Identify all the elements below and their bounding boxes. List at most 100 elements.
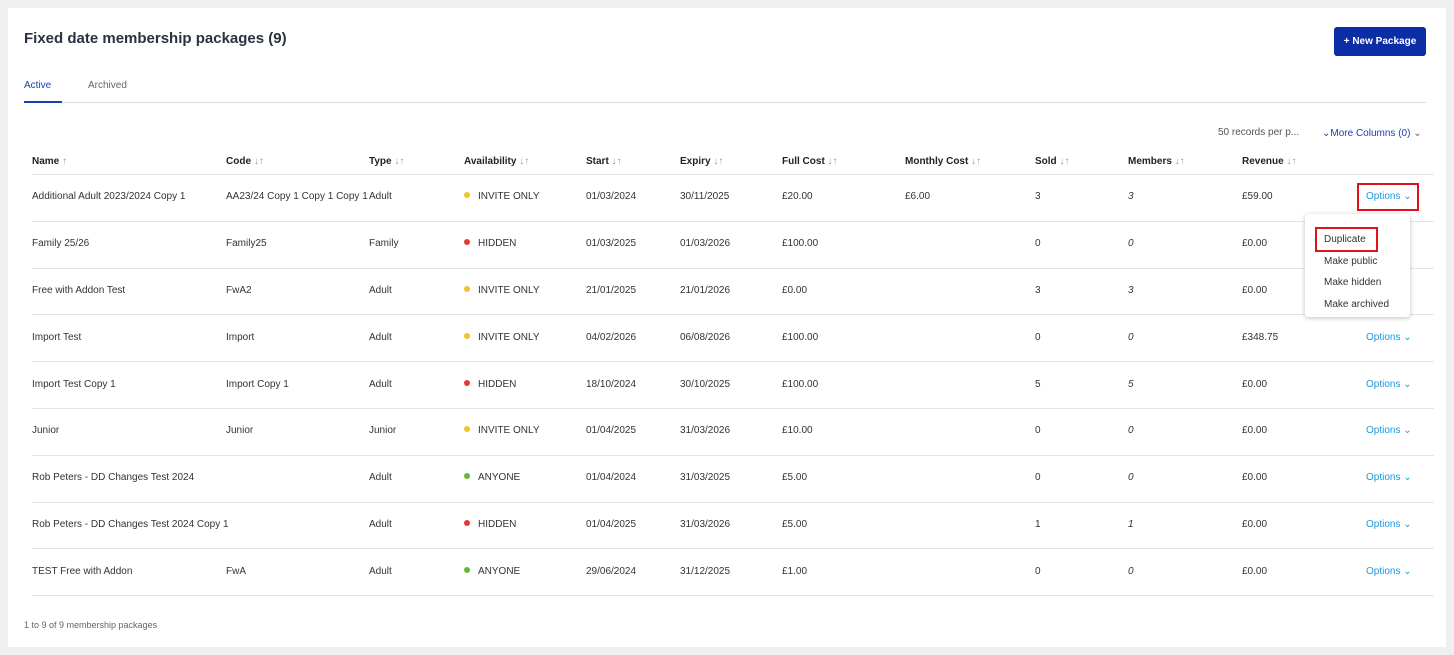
table-cell: 0 [1128, 425, 1134, 437]
row-separator [32, 361, 1434, 363]
status-dot [464, 473, 470, 480]
table-cell: 0 [1035, 565, 1041, 577]
status-dot [464, 332, 470, 339]
table-cell: Adult [369, 565, 392, 577]
options-link[interactable]: Options [1366, 332, 1412, 343]
column-header[interactable]: Expiry [680, 156, 723, 168]
column-header[interactable]: Availability [464, 156, 529, 168]
table-cell: £0.00 [1242, 378, 1268, 390]
row-separator [32, 548, 1434, 550]
new-package-button[interactable]: + New Package [1334, 27, 1426, 56]
table-cell: 31/03/2026 [680, 425, 731, 437]
row-separator [32, 220, 1434, 222]
tab-underline [24, 101, 62, 103]
row-separator [32, 267, 1434, 269]
column-header[interactable]: Start [586, 156, 622, 168]
column-header[interactable]: Name [32, 156, 67, 168]
options-link[interactable]: Options [1366, 566, 1412, 577]
more-columns[interactable]: ⌄More Columns (0) ⌄ [1322, 128, 1422, 140]
table-cell: Adult [369, 378, 392, 390]
table-cell: 3 [1128, 285, 1134, 296]
table-cell: Import Test [32, 331, 82, 343]
menu-item[interactable]: Duplicate [1324, 234, 1366, 245]
tab-archived[interactable]: Archived [88, 80, 127, 91]
table-cell: 01/04/2025 [586, 425, 637, 437]
table-cell: 30/11/2025 [680, 191, 730, 203]
column-header[interactable]: Type [369, 156, 404, 168]
column-header[interactable]: Revenue [1242, 156, 1296, 168]
options-link[interactable]: Options [1366, 191, 1412, 202]
status-dot [464, 379, 470, 386]
availability-cell: INVITE ONLY [464, 191, 540, 203]
table-cell: Import [226, 331, 255, 343]
table-cell: Rob Peters - DD Changes Test 2024 [32, 472, 195, 484]
column-header[interactable]: Monthly Cost [905, 156, 981, 168]
table-cell: £20.00 [782, 191, 813, 203]
table-cell: Family 25/26 [32, 238, 90, 250]
card: Fixed date membership packages (9) + New… [8, 8, 1446, 647]
records-per-page[interactable]: 50 records per p... [1218, 127, 1300, 138]
chevron: ⌄ [1413, 128, 1422, 139]
highlight-options [1357, 183, 1419, 211]
table-cell: £348.75 [1242, 331, 1279, 343]
table-cell: £10.00 [782, 425, 813, 437]
status-label: HIDDEN [478, 378, 517, 390]
table-cell: 06/08/2026 [680, 331, 731, 343]
table-cell: 0 [1035, 331, 1041, 343]
tab-active[interactable]: Active [24, 80, 52, 91]
status-label: ANYONE [478, 565, 521, 577]
options-link[interactable]: Options [1366, 379, 1412, 390]
table-cell: 01/04/2024 [586, 472, 637, 484]
more-columns-text: More Columns (0) [1330, 128, 1411, 139]
options-link[interactable]: Options [1366, 519, 1412, 530]
status-label: INVITE ONLY [478, 285, 540, 296]
options-link[interactable]: Options [1366, 472, 1412, 483]
table-cell: FwA [226, 565, 246, 577]
table-cell: 0 [1035, 472, 1041, 484]
column-header[interactable]: Full Cost [782, 156, 838, 168]
table-cell: Adult [369, 285, 392, 296]
table-cell: Family [369, 238, 399, 250]
table-cell: 0 [1128, 565, 1134, 577]
table-cell: 30/10/2025 [680, 378, 731, 390]
table-cell: 01/03/2025 [586, 238, 637, 250]
table-cell: £100.00 [782, 331, 819, 343]
status-label: ANYONE [478, 472, 521, 484]
tab-divider [24, 102, 1426, 103]
availability-cell: HIDDEN [464, 238, 516, 250]
footer-count: 1 to 9 of 9 membership packages [24, 620, 158, 630]
table-cell: 5 [1035, 378, 1041, 390]
column-header[interactable]: Sold [1035, 156, 1069, 168]
availability-cell: INVITE ONLY [464, 332, 540, 344]
row-separator [32, 408, 1434, 409]
status-dot [464, 426, 470, 433]
menu-item[interactable]: Make archived [1324, 298, 1390, 310]
table-cell: TEST Free with Addon [32, 565, 133, 577]
table-cell: Additional Adult 2023/2024 Copy 1 [32, 191, 186, 203]
table-cell: 5 [1128, 378, 1134, 390]
table-cell: £5.00 [782, 519, 808, 530]
status-label: INVITE ONLY [478, 331, 540, 343]
table-cell: Adult [369, 519, 392, 530]
table-cell: 0 [1035, 425, 1041, 437]
menu-item[interactable]: Make public [1324, 255, 1378, 267]
table-cell: Junior [369, 425, 397, 437]
table-cell: Adult [369, 472, 392, 484]
table-cell: £0.00 [1242, 425, 1268, 437]
row-separator [32, 595, 1434, 597]
menu-item[interactable]: Make hidden [1324, 277, 1382, 288]
table-cell: £0.00 [782, 285, 808, 296]
table-cell: 0 [1128, 331, 1134, 343]
options-link[interactable]: Options [1366, 425, 1412, 436]
column-header[interactable]: Members [1128, 156, 1185, 168]
table-cell: 21/01/2026 [680, 285, 731, 296]
table-cell: £6.00 [905, 191, 931, 203]
row-separator [32, 314, 1434, 316]
status-label: INVITE ONLY [478, 191, 540, 203]
status-dot [464, 566, 470, 573]
options-menu: Duplicate Make public Make hidden Make arch… [1305, 214, 1410, 317]
table-cell: Junior [32, 425, 60, 437]
availability-cell: INVITE ONLY [464, 285, 540, 297]
column-header[interactable]: Code [226, 156, 264, 168]
more-columns-label: ⌄ [1322, 128, 1331, 139]
